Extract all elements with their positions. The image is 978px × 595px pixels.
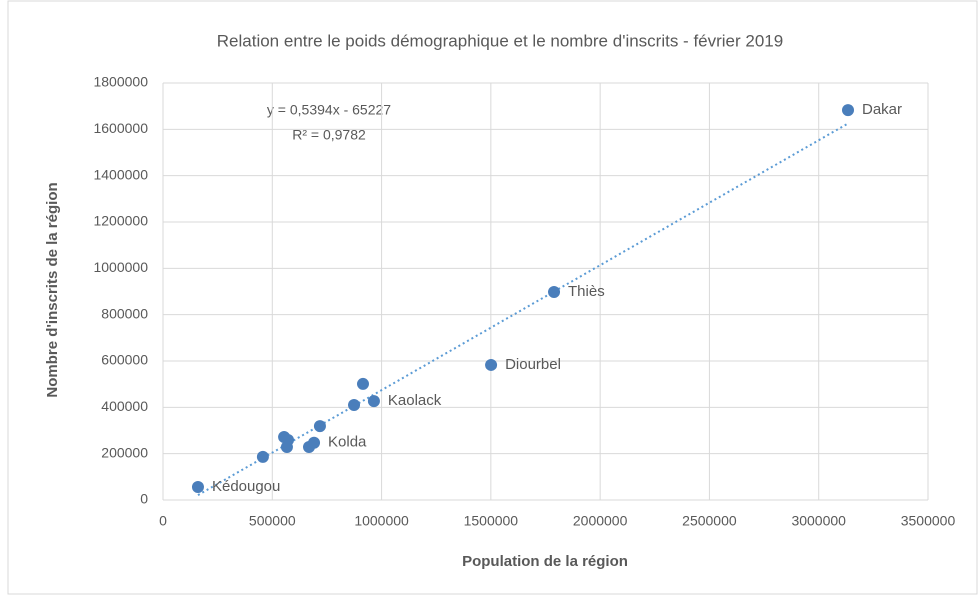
point: [191, 481, 204, 494]
x-tick-label: 3500000: [901, 513, 956, 529]
point: [313, 420, 326, 433]
point: [256, 450, 269, 463]
x-tick-label: 1500000: [464, 513, 519, 529]
data-label: Kolda: [328, 434, 367, 451]
data-label: Thiès: [568, 283, 605, 300]
trendline-r2: R² = 0,9782: [292, 127, 366, 143]
y-tick-label: 1200000: [93, 213, 148, 229]
x-tick-label: 2500000: [682, 513, 737, 529]
x-tick-label: 1000000: [354, 513, 409, 529]
point: [842, 104, 855, 117]
y-tick-label: 1400000: [93, 166, 148, 182]
point: [485, 358, 498, 371]
x-tick-label: 0: [159, 513, 167, 529]
y-axis-title: Nombre d'inscrits de la région: [44, 182, 61, 397]
data-label: Dakar: [862, 101, 902, 118]
y-tick-label: 800000: [101, 305, 148, 321]
point: [308, 436, 321, 449]
point: [548, 285, 561, 298]
y-tick-label: 200000: [101, 444, 148, 460]
x-tick-label: 3000000: [791, 513, 846, 529]
point: [348, 399, 361, 412]
point: [356, 377, 369, 390]
y-tick-label: 1600000: [93, 120, 148, 136]
x-axis-title: Population de la région: [462, 553, 628, 570]
data-label: Diourbel: [505, 356, 561, 373]
y-tick-label: 1000000: [93, 259, 148, 275]
y-tick-label: 1800000: [93, 74, 148, 90]
point: [367, 395, 380, 408]
x-tick-label: 500000: [249, 513, 296, 529]
chart-title: Relation entre le poids démographique et…: [217, 31, 783, 50]
point: [280, 440, 293, 453]
x-tick-label: 2000000: [573, 513, 628, 529]
y-tick-label: 600000: [101, 352, 148, 368]
y-tick-label: 0: [140, 491, 148, 507]
y-tick-label: 400000: [101, 398, 148, 414]
trendline-equation: y = 0,5394x - 65227: [267, 102, 391, 118]
data-label: Kaolack: [388, 392, 442, 409]
chart-border: [7, 0, 978, 595]
data-label: Kédougou: [212, 478, 280, 495]
